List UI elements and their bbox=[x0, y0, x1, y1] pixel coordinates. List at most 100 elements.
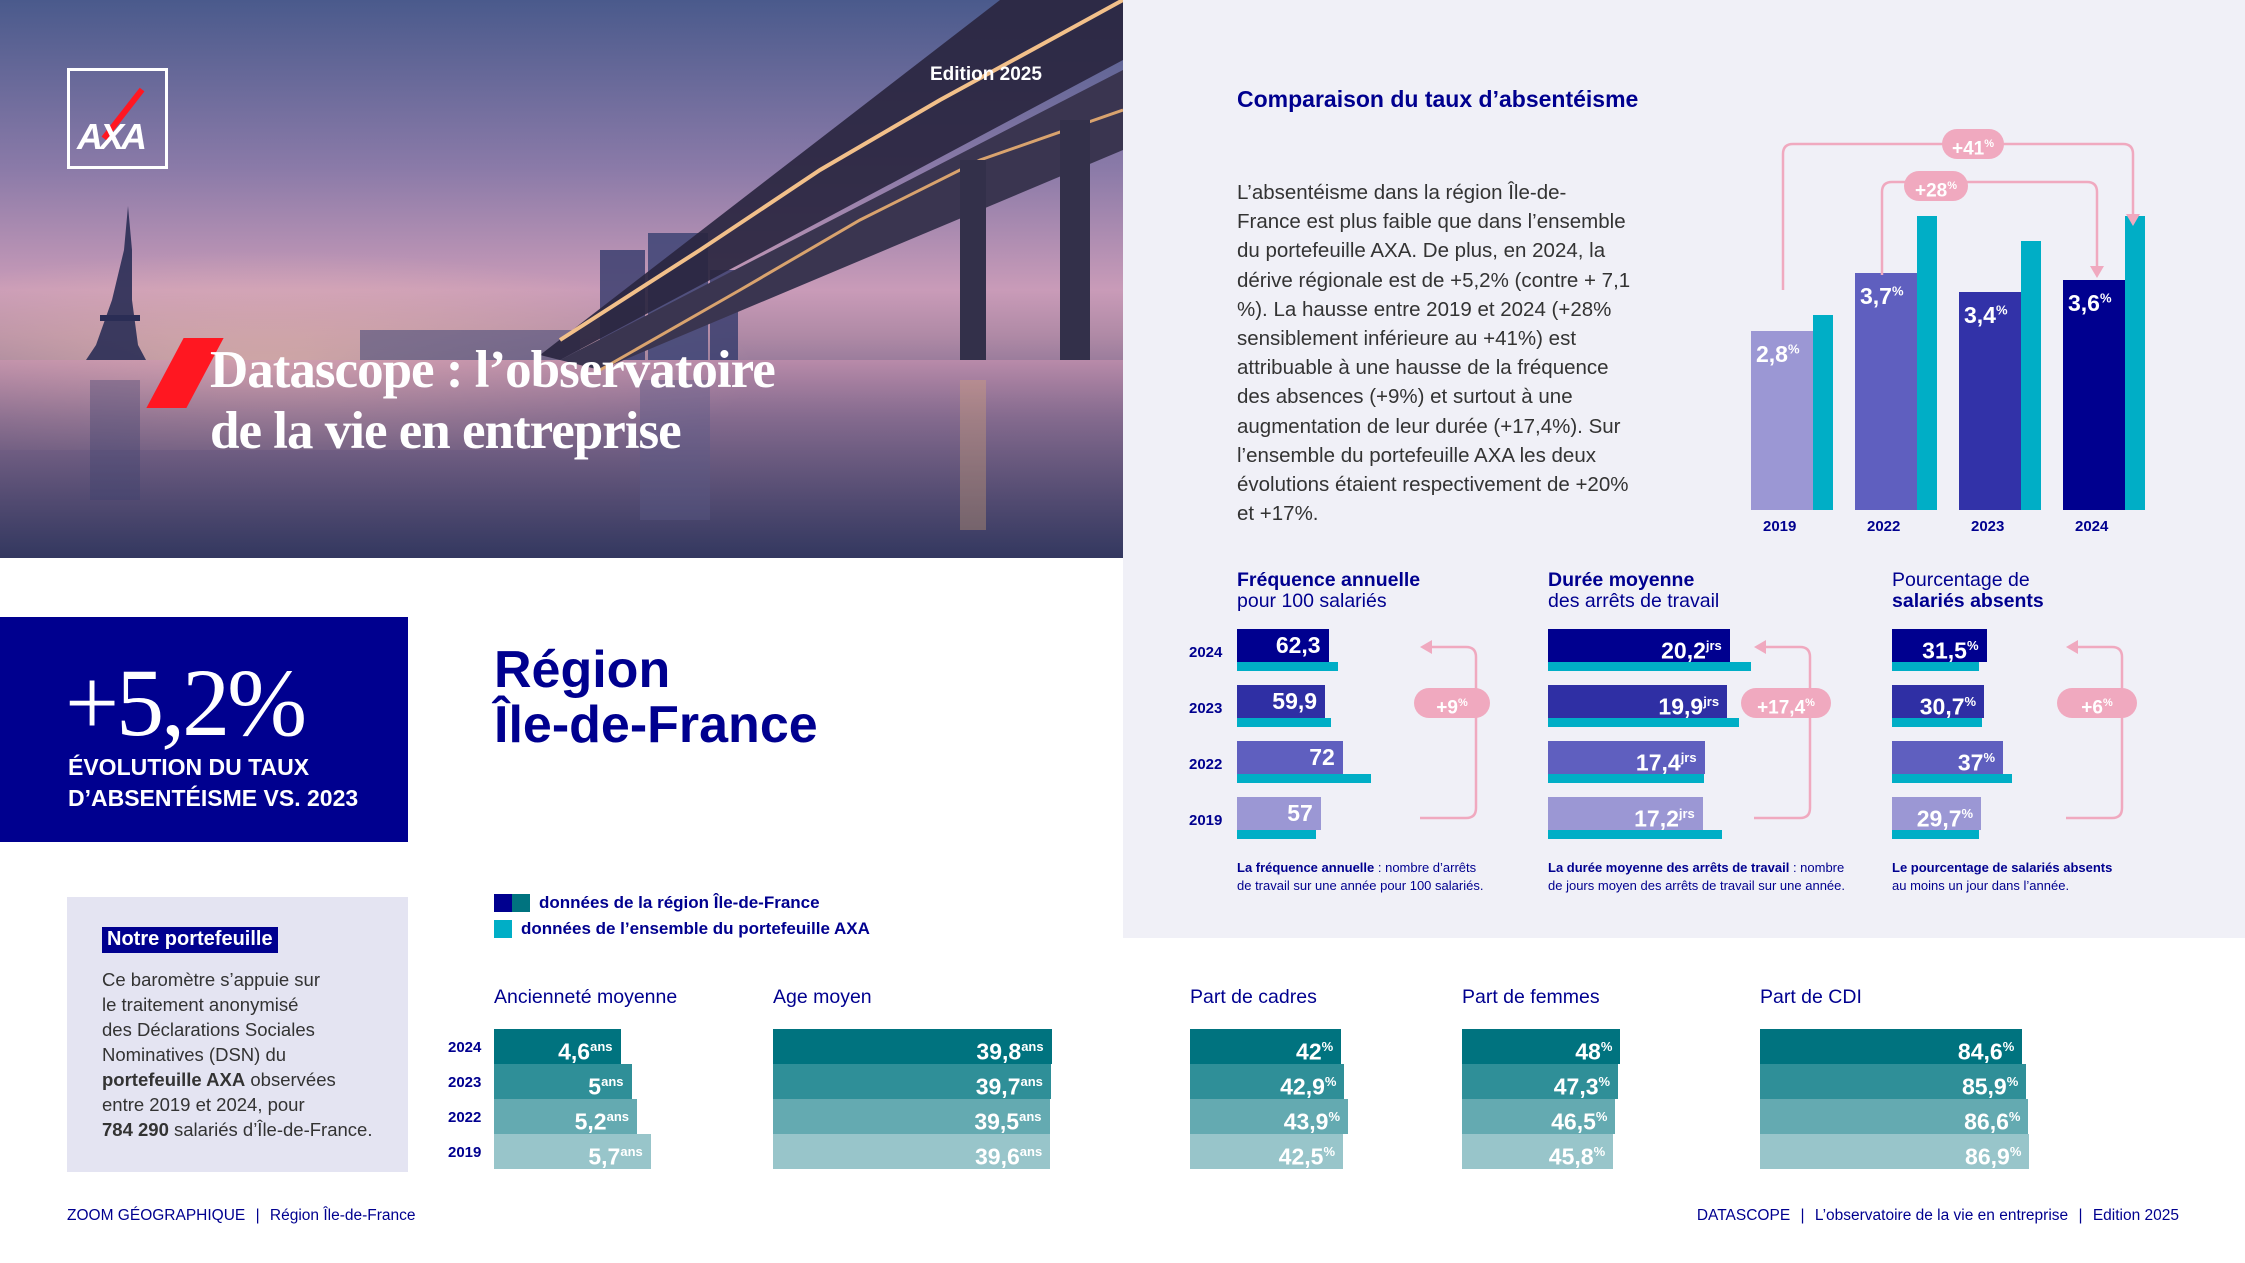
bar-unit: ans bbox=[1019, 1109, 1042, 1124]
absenteeism-bar bbox=[2063, 279, 2125, 510]
year-label: 2019 bbox=[1189, 812, 1223, 829]
footer-region: Région Île-de-France bbox=[269, 1207, 416, 1224]
bar-value: 42,9 bbox=[1280, 1073, 1325, 1100]
note-bold: Le pourcentage de salariés absents bbox=[1892, 860, 2113, 875]
bottom-chart-bar: 46,5% bbox=[1462, 1099, 1616, 1135]
year-label: 2024 bbox=[1189, 644, 1223, 661]
bar-value: 42 bbox=[1296, 1038, 1322, 1065]
portfolio-count: 784 290 bbox=[102, 1119, 169, 1140]
portfolio-line: Ce baromètre s’appuie sur bbox=[102, 969, 320, 990]
bottom-chart-bar: 4,6ans bbox=[494, 1029, 621, 1065]
kpi-label: ÉVOLUTION DU TAUX D’ABSENTÉISME VS. 2023 bbox=[68, 752, 398, 814]
trend-arrow bbox=[1754, 640, 1812, 820]
small-chart-note: La durée moyenne des arrêts de travail :… bbox=[1548, 859, 1848, 895]
bar-unit: ans bbox=[1021, 1039, 1044, 1054]
legend-swatch-cyan bbox=[494, 920, 512, 938]
bar-value: 59,9 bbox=[1272, 688, 1318, 714]
bar-value: 42,5 bbox=[1278, 1143, 1324, 1170]
portfolio-line: des Déclarations Sociales bbox=[102, 1019, 315, 1040]
kpi-card: +5,2% ÉVOLUTION DU TAUX D’ABSENTÉISME VS… bbox=[0, 617, 408, 842]
bar-value: 62,3 bbox=[1275, 632, 1321, 658]
small-chart-note: Le pourcentage de salariés absents au moi… bbox=[1892, 859, 2192, 895]
axa-bar bbox=[2125, 215, 2145, 510]
bar-value: 17,4 bbox=[1635, 749, 1681, 776]
small-chart-axa-bar bbox=[1548, 718, 1739, 727]
comparison-text-line: l’ensemble du portefeuille AXA les deux bbox=[1237, 443, 1596, 467]
small-chart-axa-bar bbox=[1892, 718, 1982, 727]
bar-value: 85,9 bbox=[1961, 1073, 2007, 1100]
bar-unit: ans bbox=[1020, 1074, 1043, 1089]
bar-value: 46,5 bbox=[1551, 1108, 1596, 1135]
bar-unit: ans bbox=[620, 1144, 643, 1159]
note-bold: La fréquence annuelle bbox=[1237, 860, 1375, 875]
title-line-bold: Durée moyenne bbox=[1548, 569, 1695, 591]
bar-value: 5,7 bbox=[588, 1143, 621, 1170]
small-chart-axa-bar bbox=[1237, 774, 1371, 783]
year-label: 2023 bbox=[1189, 700, 1223, 717]
small-chart-axa-bar bbox=[1548, 830, 1722, 839]
bar-value: 29,7 bbox=[1916, 805, 1962, 832]
bar-unit: jrs bbox=[1705, 638, 1722, 653]
year-label: 2022 bbox=[448, 1109, 482, 1126]
bottom-chart-bar: 86,9% bbox=[1760, 1134, 2030, 1170]
bar-value: 57 bbox=[1287, 800, 1313, 826]
comparison-text-line: France est plus faible que dans l’ensemb… bbox=[1237, 210, 1626, 234]
bar-value: 39,5 bbox=[974, 1108, 1020, 1135]
comparison-text-line: attribuable à une hausse de la fréquence bbox=[1237, 356, 1609, 380]
footer-right: DATASCOPE | L’observatoire de la vie en … bbox=[1697, 1207, 2179, 1225]
title-line: Pourcentage de bbox=[1892, 569, 2030, 591]
small-chart-bar: 31,5% bbox=[1892, 629, 1987, 664]
year-label: 2024 bbox=[2075, 518, 2109, 535]
bar-unit: % bbox=[1966, 638, 1979, 653]
axa-logo-text: AXA bbox=[77, 116, 147, 157]
year-label: 2022 bbox=[1189, 756, 1223, 773]
bar-value: 47,3 bbox=[1553, 1073, 1599, 1100]
small-chart-axa-bar bbox=[1548, 662, 1752, 671]
small-chart-bar: 72 bbox=[1237, 741, 1343, 774]
small-chart-bar: 30,7% bbox=[1892, 685, 1985, 720]
small-chart-axa-bar bbox=[1892, 830, 1979, 839]
footer-separator: | bbox=[1800, 1207, 1805, 1224]
trend-pill: +6% bbox=[2057, 688, 2137, 718]
bar-unit: jrs bbox=[1703, 694, 1720, 709]
bottom-chart-title: Part de cadres bbox=[1190, 986, 1317, 1008]
legend-axa-label: données de l’ensemble du portefeuille AX… bbox=[521, 919, 870, 938]
page-title-line1: Datascope : l’observatoire bbox=[210, 341, 776, 399]
bar-value: 37 bbox=[1957, 749, 1984, 776]
bar-unit: % bbox=[1787, 341, 1800, 357]
comparison-text-line: du portefeuille AXA. De plus, en 2024, l… bbox=[1237, 239, 1606, 263]
title-line-bold: salariés absents bbox=[1892, 590, 2044, 612]
absenteeism-bar bbox=[1855, 273, 1917, 510]
year-label: 2022 bbox=[1867, 518, 1901, 535]
year-label: 2024 bbox=[448, 1039, 482, 1056]
absenteeism-bar bbox=[1751, 330, 1813, 510]
bar-value: 4,6 bbox=[558, 1038, 591, 1065]
bar-unit: % bbox=[1891, 283, 1904, 299]
trend-pill: +9% bbox=[1414, 688, 1490, 718]
bar-value: 39,7 bbox=[975, 1073, 1021, 1100]
bar-unit: % bbox=[1983, 750, 1995, 765]
title-line: pour 100 salariés bbox=[1237, 590, 1387, 612]
comparison-text-line: augmentation de leur durée (+17,4%). Sur bbox=[1237, 414, 1621, 438]
comparison-title: Comparaison du taux d’absentéisme bbox=[1237, 86, 1639, 112]
bar-value: 3,6 bbox=[2068, 289, 2100, 316]
comparison-text-line: des absences (+9%) et surtout à une bbox=[1237, 385, 1573, 409]
year-label: 2019 bbox=[1763, 518, 1797, 535]
title-line-bold: Fréquence annuelle bbox=[1237, 569, 1421, 591]
small-chart-title: Pourcentage de salariés absents bbox=[1892, 570, 2044, 612]
bar-value: 84,6 bbox=[1957, 1038, 2003, 1065]
small-chart-bar: 62,3 bbox=[1237, 629, 1329, 662]
portfolio-rest: observées bbox=[245, 1069, 336, 1090]
small-chart-bar: 37% bbox=[1892, 741, 2003, 776]
bottom-chart-title: Ancienneté moyenne bbox=[494, 986, 678, 1008]
bar-unit: % bbox=[2002, 1039, 2015, 1054]
legend-axa: données de l’ensemble du portefeuille AX… bbox=[494, 919, 870, 939]
trend-pill-unit: % bbox=[2102, 697, 2113, 709]
bottom-chart-bar: 48% bbox=[1462, 1029, 1621, 1065]
bottom-chart-bar: 86,6% bbox=[1760, 1099, 2029, 1135]
pill-28: +28% bbox=[1904, 171, 1968, 201]
bottom-chart-bar: 39,7ans bbox=[773, 1064, 1051, 1100]
bar-value: 72 bbox=[1309, 744, 1335, 770]
kpi-label-line1: ÉVOLUTION DU TAUX bbox=[68, 754, 310, 780]
bar-unit: % bbox=[1323, 1144, 1335, 1159]
